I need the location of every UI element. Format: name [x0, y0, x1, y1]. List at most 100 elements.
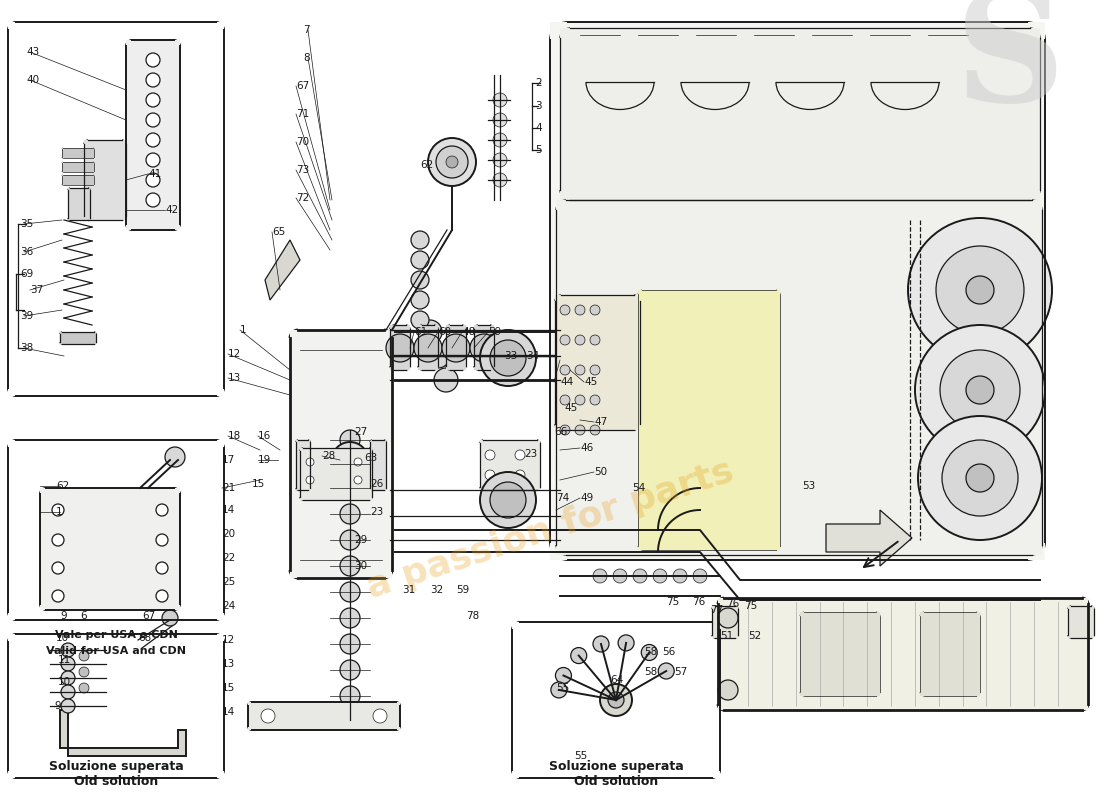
Text: 58: 58 [644, 647, 658, 657]
Circle shape [575, 425, 585, 435]
Circle shape [590, 305, 600, 315]
Circle shape [156, 504, 168, 516]
Circle shape [340, 660, 360, 680]
Circle shape [332, 442, 368, 478]
Circle shape [146, 173, 160, 187]
Text: 15: 15 [222, 683, 235, 693]
Text: 15: 15 [252, 479, 265, 489]
Circle shape [52, 534, 64, 546]
Circle shape [418, 320, 442, 344]
Circle shape [908, 218, 1052, 362]
Text: 19: 19 [258, 455, 272, 465]
Circle shape [590, 395, 600, 405]
Circle shape [162, 610, 178, 626]
Text: 77: 77 [710, 605, 724, 615]
Text: 45: 45 [584, 377, 597, 387]
Circle shape [480, 330, 536, 386]
Text: 54: 54 [632, 483, 646, 493]
Text: 49: 49 [580, 493, 593, 503]
Text: 10: 10 [56, 633, 69, 643]
Text: 9: 9 [54, 701, 60, 711]
Circle shape [470, 334, 498, 362]
Text: Valid for USA and CDN: Valid for USA and CDN [46, 646, 186, 656]
Text: Old solution: Old solution [74, 775, 158, 788]
Circle shape [146, 113, 160, 127]
Circle shape [79, 667, 89, 677]
Circle shape [493, 133, 507, 147]
Text: 62: 62 [56, 481, 69, 491]
Circle shape [485, 470, 495, 480]
Text: 46: 46 [580, 443, 593, 453]
Bar [296, 440, 310, 490]
Text: 22: 22 [222, 553, 235, 563]
Circle shape [600, 684, 632, 716]
Circle shape [373, 709, 387, 723]
Circle shape [575, 305, 585, 315]
Circle shape [515, 470, 525, 480]
Circle shape [593, 569, 607, 583]
Polygon shape [60, 710, 186, 756]
Circle shape [613, 569, 627, 583]
Circle shape [593, 636, 609, 652]
Circle shape [575, 365, 585, 375]
Circle shape [414, 334, 442, 362]
Circle shape [493, 113, 507, 127]
Text: 65: 65 [272, 227, 285, 237]
Text: 38: 38 [20, 343, 33, 353]
Text: 30: 30 [354, 561, 367, 571]
Circle shape [632, 569, 647, 583]
Circle shape [693, 569, 707, 583]
Circle shape [575, 335, 585, 345]
Bar [556, 295, 640, 430]
Text: 61: 61 [414, 327, 427, 337]
Bar [418, 325, 438, 370]
Text: 52: 52 [748, 631, 761, 641]
Circle shape [386, 334, 414, 362]
Circle shape [490, 340, 526, 376]
Bar [62, 175, 94, 185]
Text: 16: 16 [258, 431, 272, 441]
Circle shape [560, 335, 570, 345]
Text: 12: 12 [222, 635, 235, 645]
Circle shape [493, 153, 507, 167]
Text: 37: 37 [30, 285, 43, 295]
Circle shape [551, 682, 566, 698]
Text: 44: 44 [560, 377, 573, 387]
Text: 48: 48 [462, 327, 475, 337]
Bar [446, 325, 466, 370]
Circle shape [340, 430, 360, 450]
Text: 62: 62 [420, 160, 433, 170]
Circle shape [442, 334, 470, 362]
Circle shape [940, 350, 1020, 430]
Text: 14: 14 [222, 707, 235, 717]
Text: 31: 31 [402, 585, 416, 595]
Bar [300, 448, 372, 500]
Bar [68, 188, 90, 220]
Circle shape [354, 458, 362, 466]
Text: 53: 53 [802, 481, 815, 491]
Text: Soluzione superata: Soluzione superata [48, 760, 184, 773]
Circle shape [354, 476, 362, 484]
Circle shape [340, 686, 360, 706]
Circle shape [340, 504, 360, 524]
Text: 72: 72 [296, 193, 309, 203]
Circle shape [306, 476, 313, 484]
Circle shape [156, 590, 168, 602]
Bar [638, 290, 780, 550]
Circle shape [411, 291, 429, 309]
Text: 32: 32 [430, 585, 443, 595]
Text: 3: 3 [535, 101, 541, 111]
Circle shape [426, 344, 450, 368]
Circle shape [60, 643, 75, 657]
Text: 13: 13 [228, 373, 241, 383]
Circle shape [340, 530, 360, 550]
Bar [560, 28, 1040, 200]
Text: 34: 34 [526, 351, 539, 361]
Text: 10: 10 [58, 677, 72, 687]
Circle shape [146, 193, 160, 207]
Text: 50: 50 [594, 467, 607, 477]
Text: 70: 70 [296, 137, 309, 147]
Text: 40: 40 [26, 75, 40, 85]
Bar [8, 440, 224, 620]
Circle shape [966, 376, 994, 404]
